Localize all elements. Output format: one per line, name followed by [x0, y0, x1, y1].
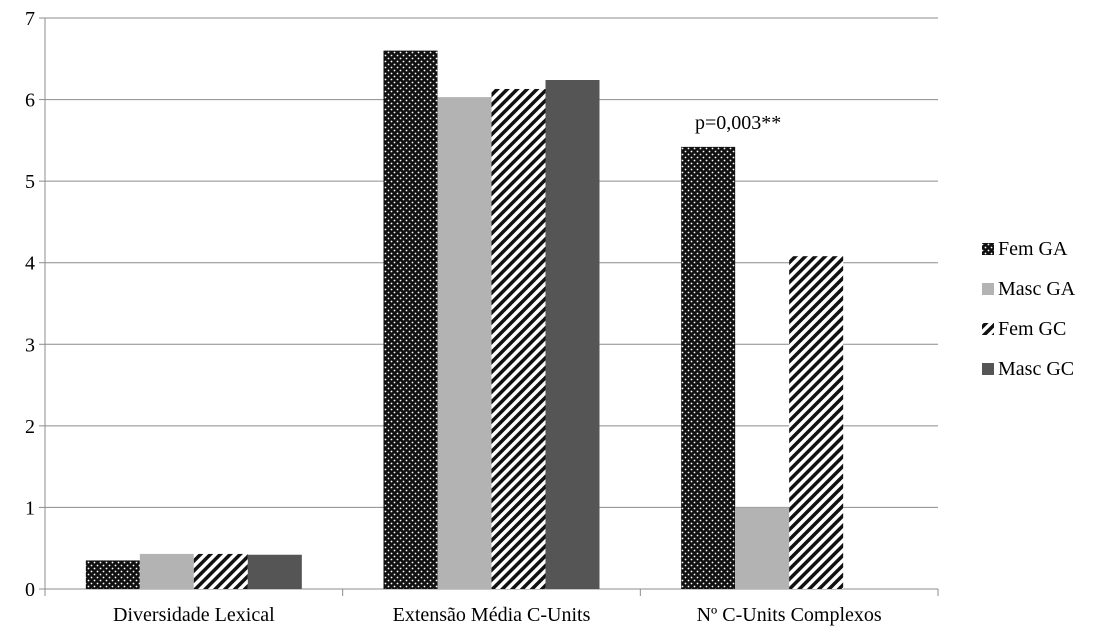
bar-masc-ga-2	[735, 507, 790, 589]
y-tick-label: 7	[25, 8, 35, 30]
x-category-label: Extensão Média C-Units	[393, 604, 591, 626]
y-tick-label: 2	[25, 416, 35, 438]
bar-masc-gc-1	[545, 79, 600, 589]
bar-fem-ga-0	[85, 560, 140, 589]
y-tick-label: 6	[25, 90, 35, 112]
x-category-label: Diversidade Lexical	[113, 604, 275, 626]
y-tick-label: 0	[25, 579, 35, 601]
bar-fem-gc-1	[491, 88, 546, 590]
bar-masc-ga-1	[437, 97, 492, 590]
significance-annotation: p=0,003**	[695, 112, 781, 134]
bar-masc-gc-0	[247, 554, 302, 589]
y-tick-label: 1	[25, 497, 35, 519]
bar-fem-ga-2	[681, 146, 736, 589]
bars	[85, 50, 844, 590]
legend-swatch	[982, 283, 994, 295]
y-tick-label: 4	[25, 253, 35, 275]
labels: 0 1 2 3 4 5 6 7 Diversidade Lexical Extensão Médi…	[25, 8, 882, 626]
legend: Fem GA Masc GA Fem GC Masc GC	[982, 238, 1076, 380]
legend-label: Masc GC	[998, 358, 1074, 380]
legend-swatch	[982, 323, 994, 335]
legend-label: Masc GA	[998, 278, 1076, 300]
legend-label: Fem GC	[998, 318, 1066, 340]
bar-fem-gc-2	[789, 256, 844, 589]
y-tick-label: 3	[25, 334, 35, 356]
legend-swatch	[982, 363, 994, 375]
bar-masc-ga-0	[139, 553, 194, 589]
legend-swatch	[982, 243, 994, 255]
bar-fem-ga-1	[383, 50, 438, 590]
y-tick-label: 5	[25, 171, 35, 193]
legend-label: Fem GA	[998, 238, 1068, 260]
bar-fem-gc-0	[193, 553, 248, 589]
x-category-label: Nº C-Units Complexos	[697, 604, 882, 626]
